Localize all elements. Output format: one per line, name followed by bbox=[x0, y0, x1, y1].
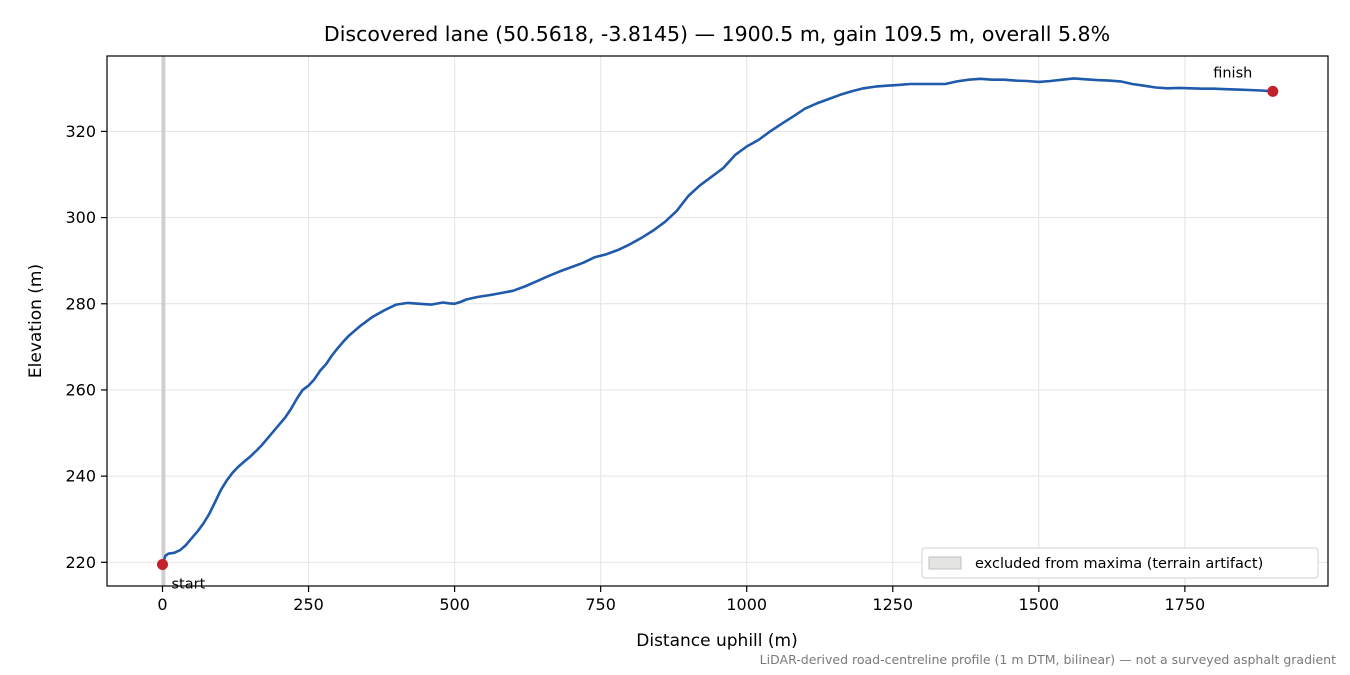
y-tick-label: 260 bbox=[65, 380, 96, 399]
y-tick-label: 300 bbox=[65, 208, 96, 227]
x-tick-label: 1750 bbox=[1165, 595, 1206, 614]
y-tick-label: 220 bbox=[65, 553, 96, 572]
legend-label-excluded: excluded from maxima (terrain artifact) bbox=[975, 556, 1263, 572]
x-tick-label: 1500 bbox=[1018, 595, 1059, 614]
x-tick-label: 500 bbox=[439, 595, 470, 614]
y-tick-label: 280 bbox=[65, 294, 96, 313]
finish-label: finish bbox=[1213, 65, 1252, 81]
excluded-region-band bbox=[161, 56, 166, 586]
start-label: start bbox=[172, 576, 206, 592]
plot-area-frame bbox=[106, 55, 1329, 587]
elevation-series-line bbox=[161, 77, 1275, 566]
start-marker bbox=[157, 558, 168, 570]
y-tick-label: 320 bbox=[65, 122, 96, 141]
x-axis-label: Distance uphill (m) bbox=[636, 631, 797, 651]
footnote: LiDAR-derived road-centreline profile (1… bbox=[760, 652, 1336, 667]
y-axis-ticks: 220 240 260 280 300 320 bbox=[65, 122, 107, 572]
x-tick-label: 1000 bbox=[726, 595, 767, 614]
legend: excluded from maxima (terrain artifact) bbox=[921, 547, 1319, 579]
x-tick-label: 750 bbox=[585, 595, 616, 614]
x-axis-ticks: 0 250 500 750 1000 1250 1500 1750 bbox=[157, 586, 1205, 614]
grid-lines bbox=[107, 56, 1328, 586]
chart-title: Discovered lane (50.5618, -3.8145) — 190… bbox=[324, 22, 1110, 46]
legend-box bbox=[921, 547, 1319, 579]
y-axis-label: Elevation (m) bbox=[26, 264, 46, 378]
finish-marker bbox=[1267, 85, 1279, 97]
legend-swatch-excluded bbox=[928, 556, 962, 570]
x-tick-label: 250 bbox=[293, 595, 324, 614]
x-tick-label: 0 bbox=[157, 595, 167, 614]
y-tick-label: 240 bbox=[65, 467, 96, 486]
x-tick-label: 1250 bbox=[872, 595, 913, 614]
